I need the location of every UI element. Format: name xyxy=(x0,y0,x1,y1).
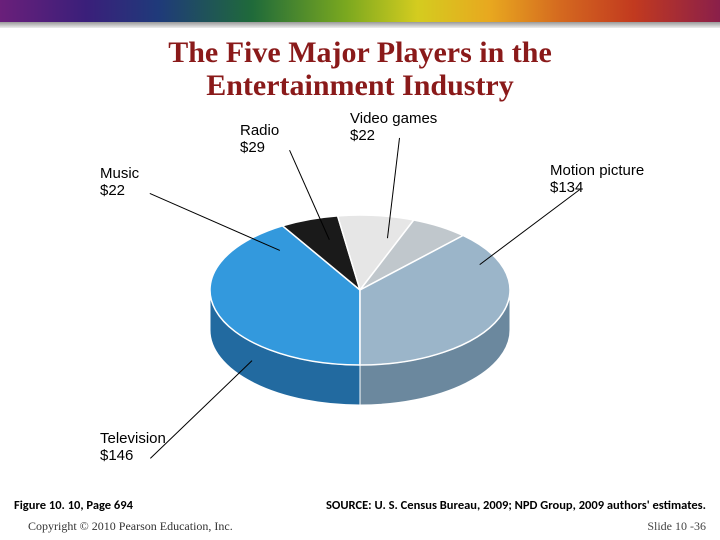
copyright-text: Copyright © 2010 Pearson Education, Inc. xyxy=(14,519,233,534)
slide-number: Slide 10 -36 xyxy=(647,519,706,534)
title-line-2: Entertainment Industry xyxy=(206,69,514,102)
rainbow-header-bar xyxy=(0,0,720,22)
callout-label: Motion picture xyxy=(550,162,644,179)
callout-value: $22 xyxy=(100,182,139,199)
callout-videogames: Video games$22 xyxy=(350,110,437,145)
callout-value: $29 xyxy=(240,139,279,156)
callout-television: Television$146 xyxy=(100,430,166,465)
slide-title: The Five Major Players in the Entertainm… xyxy=(0,36,720,102)
callout-label: Television xyxy=(100,430,166,447)
title-line-1: The Five Major Players in the xyxy=(168,36,552,69)
callout-music: Music$22 xyxy=(100,165,139,200)
callout-label: Video games xyxy=(350,110,437,127)
callout-value: $22 xyxy=(350,127,437,144)
callout-value: $134 xyxy=(550,179,644,196)
source-citation: SOURCE: U. S. Census Bureau, 2009; NPD G… xyxy=(326,498,706,513)
callout-motionpicture: Motion picture$134 xyxy=(550,162,644,197)
figure-reference: Figure 10. 10, Page 694 xyxy=(14,498,133,513)
callout-value: $146 xyxy=(100,447,166,464)
pie-chart-area: Television$146Music$22Radio$29Video game… xyxy=(40,110,680,490)
callout-radio: Radio$29 xyxy=(240,122,279,157)
callout-label: Music xyxy=(100,165,139,182)
pie-chart xyxy=(200,180,520,440)
slide-footer: Figure 10. 10, Page 694 SOURCE: U. S. Ce… xyxy=(0,490,720,540)
header-underline xyxy=(0,22,720,28)
callout-label: Radio xyxy=(240,122,279,139)
